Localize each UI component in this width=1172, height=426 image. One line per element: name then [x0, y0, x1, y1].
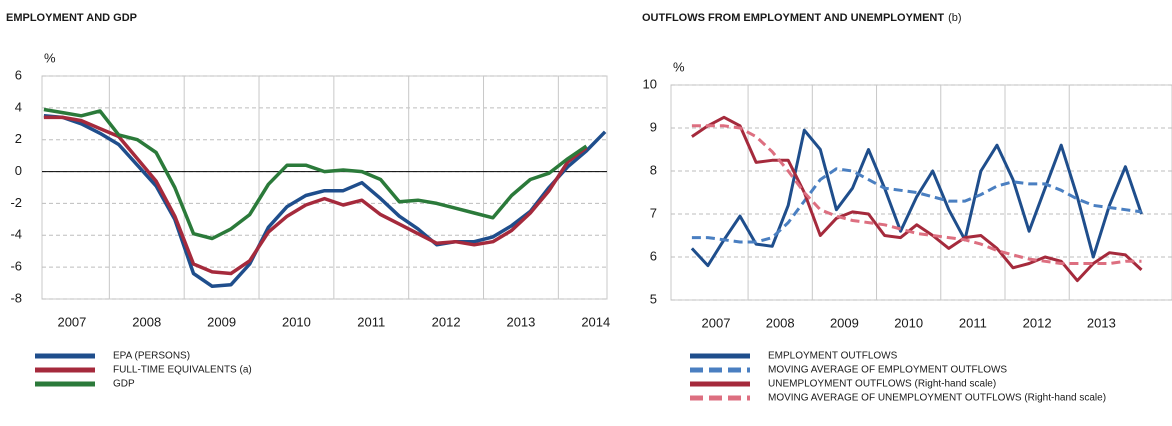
- y-axis-label: %: [44, 50, 56, 65]
- y-tick-label: -8: [10, 290, 22, 305]
- x-tick-label: 2012: [432, 314, 461, 329]
- y-tick-label: 9: [650, 119, 657, 134]
- y-tick-label: 7: [650, 205, 657, 220]
- x-tick-label: 2009: [830, 315, 859, 330]
- series-line: [43, 107, 588, 241]
- x-tick-label: 2013: [506, 314, 535, 329]
- y-tick-label: 6: [650, 248, 657, 263]
- legend-label: MOVING AVERAGE OF EMPLOYMENT OUTFLOWS: [768, 365, 1007, 376]
- chart-title-note: (b): [948, 12, 961, 24]
- chart-title: EMPLOYMENT AND GDP: [6, 12, 137, 24]
- y-tick-label: -2: [10, 195, 22, 210]
- x-tick-label: 2010: [894, 315, 923, 330]
- legend-label: UNEMPLOYMENT OUTFLOWS (Right-hand scale): [768, 379, 996, 390]
- x-tick-label: 2011: [959, 315, 987, 330]
- y-tick-label: -4: [10, 227, 22, 242]
- y-tick-label: 0: [15, 163, 22, 178]
- y-tick-label: 8: [650, 162, 657, 177]
- y-tick-label: 4: [15, 99, 22, 114]
- legend-label: FULL-TIME EQUIVALENTS (a): [113, 365, 252, 376]
- x-tick-label: 2009: [207, 314, 236, 329]
- y-tick-label: -6: [10, 259, 22, 274]
- y-tick-label: 5: [650, 291, 657, 306]
- x-tick-label: 2014: [581, 314, 610, 329]
- series-line: [691, 167, 1142, 244]
- y-tick-label: 2: [15, 131, 22, 146]
- x-tick-label: 2008: [132, 314, 161, 329]
- legend-label: MOVING AVERAGE OF UNEMPLOYMENT OUTFLOWS …: [768, 393, 1106, 404]
- x-tick-label: 2012: [1023, 315, 1052, 330]
- legend-label: EMPLOYMENT OUTFLOWS: [768, 351, 898, 362]
- x-tick-label: 2011: [357, 314, 385, 329]
- chart-title: OUTFLOWS FROM EMPLOYMENT AND UNEMPLOYMEN…: [642, 12, 944, 24]
- y-tick-label: 6: [15, 67, 22, 82]
- legend-label: EPA (PERSONS): [113, 351, 190, 362]
- series-line: [690, 128, 1143, 268]
- x-tick-label: 2010: [282, 314, 311, 329]
- series-line: [691, 115, 1143, 283]
- y-tick-label: 10: [643, 76, 657, 91]
- x-tick-label: 2013: [1087, 315, 1116, 330]
- series-line: [43, 114, 607, 289]
- series-line: [43, 115, 588, 276]
- y-axis-label: %: [673, 59, 685, 74]
- legend-label: GDP: [113, 379, 135, 390]
- plot-frame: [670, 84, 1172, 301]
- x-tick-label: 2007: [57, 314, 86, 329]
- x-tick-label: 2007: [702, 315, 731, 330]
- x-tick-label: 2008: [766, 315, 795, 330]
